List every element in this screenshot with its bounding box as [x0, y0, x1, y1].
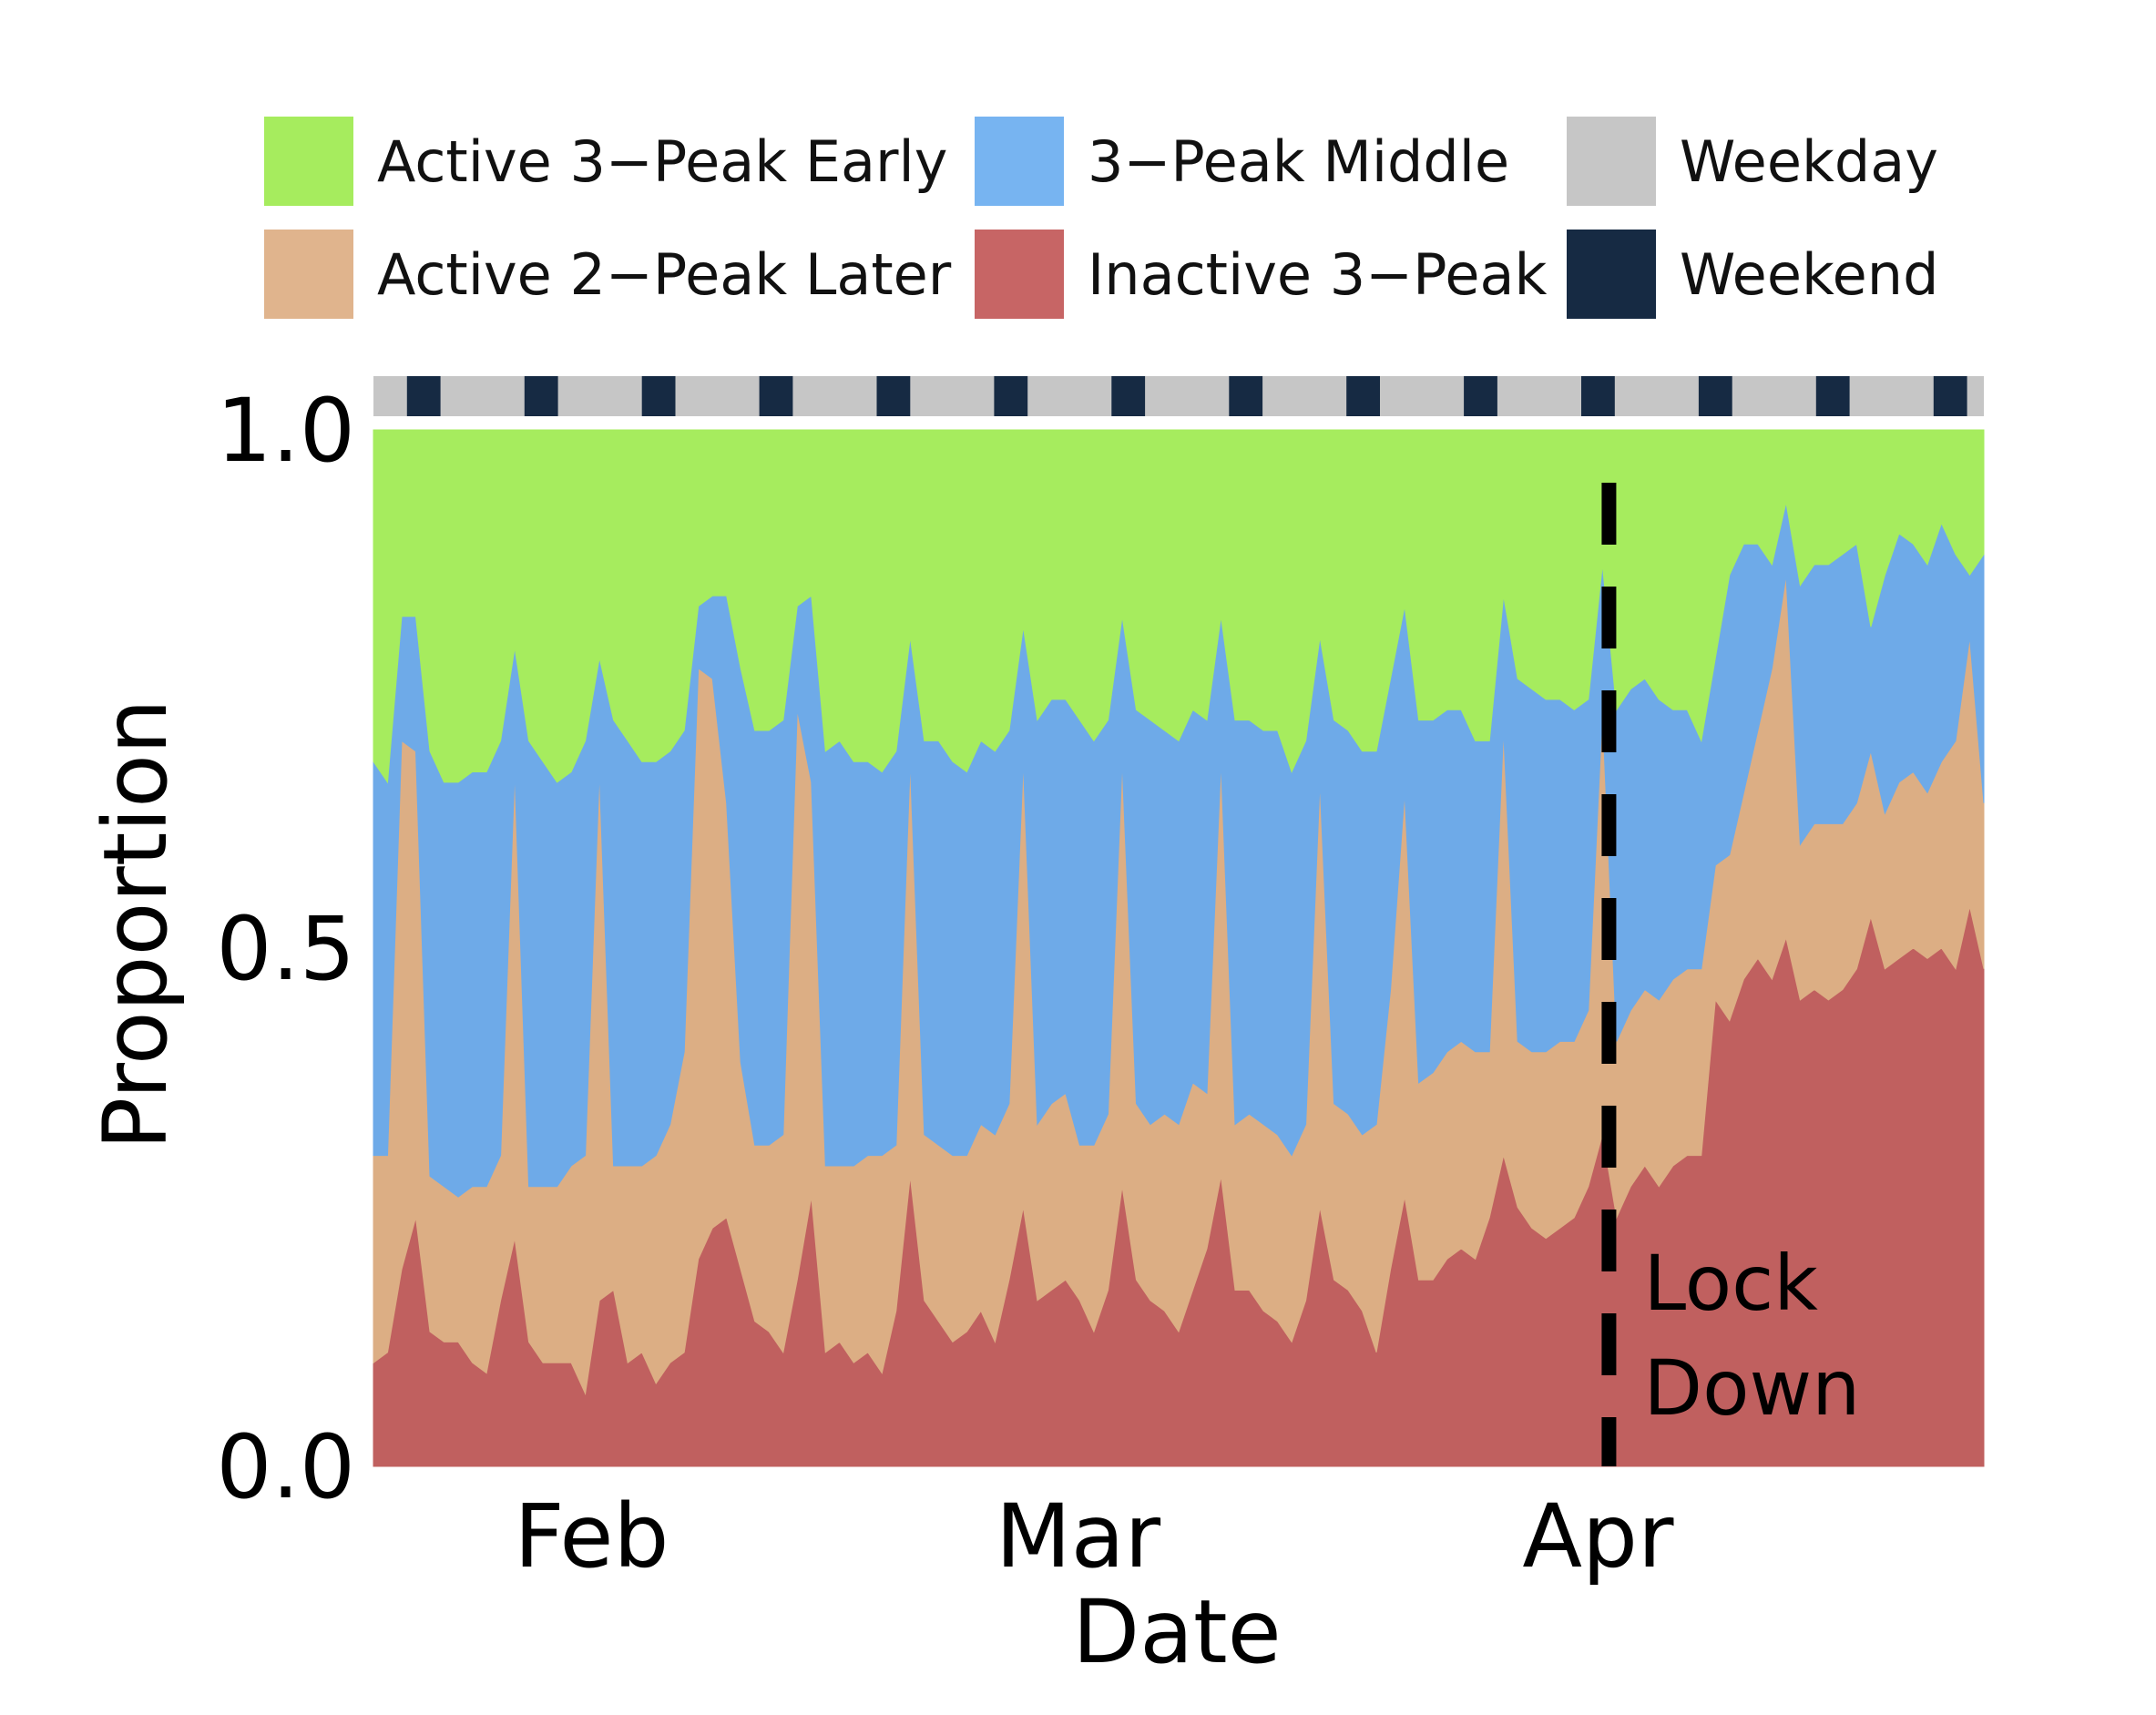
x-tick-label: Apr	[1522, 1485, 1674, 1587]
legend-label: Weekend	[1680, 241, 1939, 308]
weekend-mark-12	[1698, 376, 1732, 416]
weekend-mark-5	[876, 376, 911, 416]
weekend-mark-4	[759, 376, 793, 416]
y-tick-label: 0.0	[216, 1416, 355, 1518]
legend-swatch	[264, 230, 353, 319]
weekend-mark-6	[994, 376, 1028, 416]
lockdown-label: Down	[1643, 1343, 1860, 1433]
x-axis-label: Date	[1072, 1581, 1281, 1683]
y-axis-ticks: 0.0 0.5 1.0	[216, 380, 355, 1518]
weekend-mark-9	[1346, 376, 1380, 416]
legend-swatch	[1567, 230, 1656, 319]
lockdown-annotation: Lock Down	[1601, 483, 1860, 1466]
legend-swatch	[975, 230, 1064, 319]
area-series-4	[373, 429, 1985, 784]
weekend-mark-8	[1229, 376, 1263, 416]
y-tick-label: 1.0	[216, 380, 355, 482]
legend-swatch	[1567, 117, 1656, 206]
legend-swatch	[975, 117, 1064, 206]
y-tick-label: 0.5	[216, 898, 355, 1000]
legend-label: Inactive 3−Peak	[1088, 241, 1548, 308]
legend-label: Active 2−Peak Later	[377, 241, 952, 308]
weekend-mark-14	[1933, 376, 1967, 416]
weekend-mark-10	[1464, 376, 1497, 416]
weekend-mark-13	[1815, 376, 1850, 416]
weekend-mark-3	[641, 376, 676, 416]
weekend-mark-11	[1581, 376, 1615, 416]
legend-swatch	[264, 117, 353, 206]
strip-gap	[373, 416, 1984, 427]
x-tick-label: Mar	[996, 1485, 1161, 1587]
plot-areas	[373, 429, 1985, 1467]
lockdown-label: Lock	[1643, 1239, 1818, 1328]
weekend-mark-7	[1111, 376, 1146, 416]
x-tick-label: Feb	[514, 1485, 669, 1587]
y-axis-label: Proportion	[85, 699, 187, 1149]
weekend-mark-2	[524, 376, 558, 416]
x-axis-ticks: Feb Mar Apr	[514, 1485, 1674, 1587]
legend-label: Active 3−Peak Early	[377, 128, 948, 195]
weekend-mark-1	[406, 376, 441, 416]
weekday-band	[373, 376, 1984, 416]
legend-label: 3−Peak Middle	[1088, 128, 1510, 195]
weekday-weekend-strip	[373, 376, 1984, 427]
legend-label: Weekday	[1680, 128, 1938, 195]
